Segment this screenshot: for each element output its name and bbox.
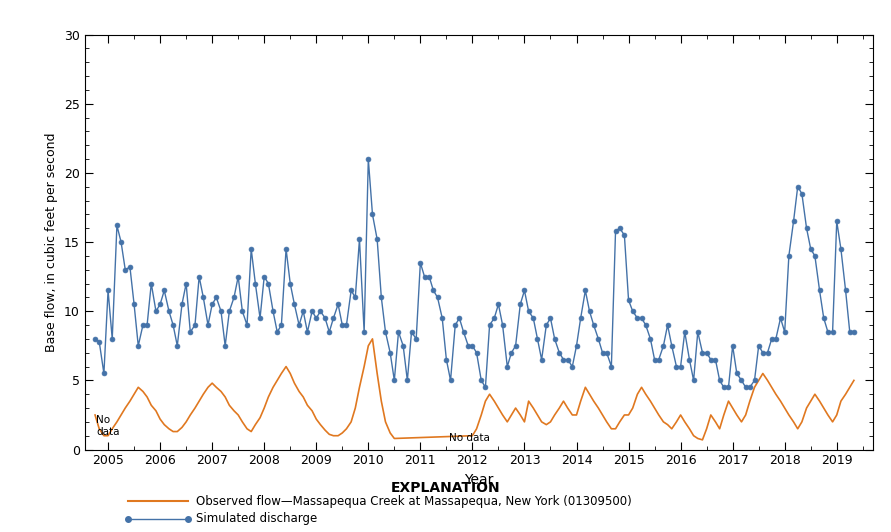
Text: Observed flow—Massapequa Creek at Massapequa, New York (01309500): Observed flow—Massapequa Creek at Massap… (196, 495, 632, 508)
Text: EXPLANATION: EXPLANATION (390, 481, 501, 495)
X-axis label: Year: Year (464, 473, 494, 487)
Text: No
data: No data (96, 415, 119, 437)
Text: Simulated discharge: Simulated discharge (196, 512, 317, 525)
Y-axis label: Base flow, in cubic feet per second: Base flow, in cubic feet per second (45, 132, 58, 352)
Text: No data: No data (449, 433, 490, 443)
